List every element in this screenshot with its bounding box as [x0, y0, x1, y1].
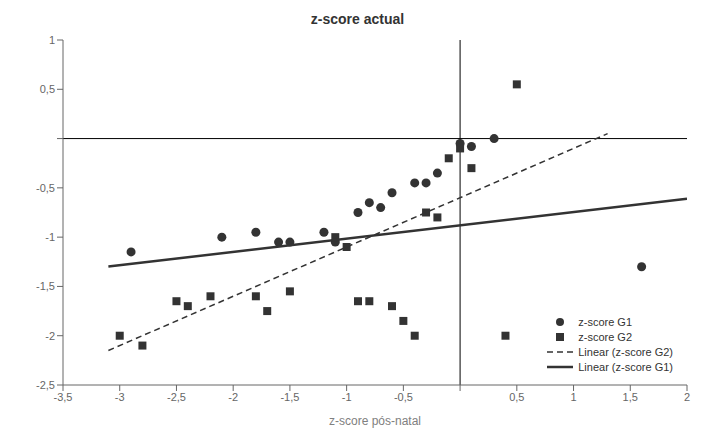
- svg-text:-3,5: -3,5: [54, 391, 73, 403]
- svg-text:-2,5: -2,5: [36, 379, 55, 391]
- html-text:z-score actual: z-score actual: [310, 11, 405, 27]
- svg-text:-2: -2: [45, 330, 55, 342]
- html-text:z-score G1: z-score G1: [578, 315, 632, 328]
- svg-text:0,5: 0,5: [40, 83, 55, 95]
- html-text:Linear (z-score G1): Linear (z-score G1): [578, 360, 673, 373]
- svg-text:1: 1: [49, 34, 55, 46]
- svg-text:-2: -2: [228, 391, 238, 403]
- svg-text:-1: -1: [45, 231, 55, 243]
- svg-text:-1: -1: [342, 391, 352, 403]
- svg-text:z-score pós-natal: z-score pós-natal: [329, 414, 421, 428]
- svg-text:1: 1: [570, 391, 576, 403]
- svg-text:-2,5: -2,5: [167, 391, 186, 403]
- svg-text:-3: -3: [115, 391, 125, 403]
- svg-text:1,5: 1,5: [623, 391, 638, 403]
- svg-text:2: 2: [684, 391, 690, 403]
- html-text:z-score G2: z-score G2: [578, 330, 632, 343]
- svg-text:-1,5: -1,5: [280, 391, 299, 403]
- svg-text:-1,5: -1,5: [36, 280, 55, 292]
- svg-text:-0,5: -0,5: [394, 391, 413, 403]
- svg-text:-0,5: -0,5: [36, 182, 55, 194]
- svg-text:0,5: 0,5: [509, 391, 524, 403]
- html-text:Linear (z-score G2): Linear (z-score G2): [578, 345, 673, 358]
